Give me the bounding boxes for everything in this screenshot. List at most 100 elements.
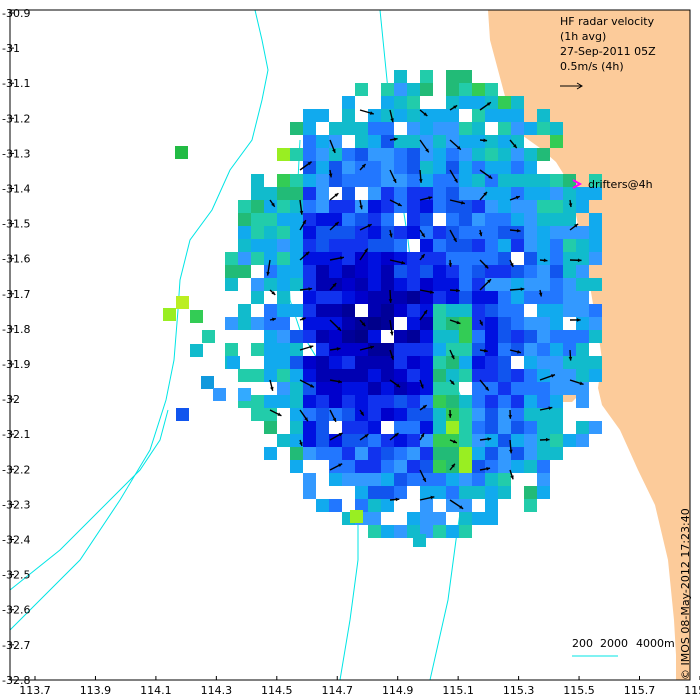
velocity-arrow: [479, 101, 492, 111]
y-tick-label: -31.6: [2, 253, 30, 266]
radar-cell: [277, 330, 290, 343]
radar-cell: [368, 226, 381, 239]
radar-cell: [355, 395, 368, 408]
radar-cell: [381, 96, 394, 109]
velocity-arrow: [448, 409, 452, 418]
radar-cell: [472, 187, 485, 200]
radar-cell: [576, 291, 589, 304]
velocity-arrow: [329, 221, 340, 231]
radar-cell: [459, 447, 472, 460]
radar-cell: [485, 96, 498, 109]
velocity-arrow: [329, 282, 337, 291]
velocity-arrow: [359, 163, 367, 171]
velocity-arrow: [449, 499, 464, 510]
radar-cell: [355, 421, 368, 434]
radar-cell: [227, 356, 240, 369]
radar-cell: [459, 70, 472, 83]
radar-cell: [433, 265, 446, 278]
radar-cell: [511, 317, 524, 330]
radar-cell: [381, 239, 394, 252]
radar-cell: [303, 161, 316, 174]
velocity-arrow: [419, 196, 433, 201]
radar-cell: [472, 473, 485, 486]
radar-cell: [498, 395, 511, 408]
radar-cell: [394, 278, 407, 291]
velocity-arrow: [539, 374, 556, 381]
radar-cell: [407, 447, 420, 460]
radar-cell: [225, 265, 238, 278]
radar-cell: [576, 356, 589, 369]
velocity-arrow: [479, 379, 490, 392]
radar-cell: [303, 369, 316, 382]
radar-cell: [316, 200, 329, 213]
radar-cell: [446, 356, 459, 369]
radar-cell: [537, 330, 550, 343]
velocity-arrow: [299, 219, 307, 231]
x-tick-label: 114.5: [261, 684, 293, 697]
radar-cell: [394, 421, 407, 434]
radar-cell: [446, 239, 459, 252]
velocity-arrow: [449, 229, 458, 243]
radar-cell: [190, 344, 203, 357]
x-axis-ticks: 113.7 113.9 114.1 114.3 114.5 114.7 114.9 115.1…: [19, 676, 700, 697]
radar-cell: [511, 96, 524, 109]
velocity-arrow: [539, 258, 548, 263]
velocity-arrow: [388, 289, 393, 303]
radar-cell: [251, 174, 264, 187]
radar-cell: [394, 434, 407, 447]
radar-cell: [576, 187, 589, 200]
radar-cell: [472, 265, 485, 278]
radar-cell: [316, 265, 329, 278]
velocity-arrow: [478, 229, 483, 237]
velocity-arrow: [389, 379, 401, 388]
velocity-arrow: [359, 223, 372, 231]
radar-cell: [303, 473, 316, 486]
radar-cell: [277, 304, 290, 317]
radar-cell: [537, 187, 550, 200]
radar-cell: [511, 109, 524, 122]
radar-cell: [524, 291, 537, 304]
radar-cell: [316, 252, 329, 265]
velocity-arrow-icon: [560, 82, 583, 90]
x-tick-label: 114.3: [201, 684, 233, 697]
radar-cell: [303, 330, 316, 343]
radar-cell: [485, 343, 498, 356]
velocity-arrow: [449, 139, 462, 151]
radar-cell: [537, 109, 550, 122]
radar-cell: [511, 265, 524, 278]
radar-cell: [394, 109, 407, 122]
radar-cell: [589, 356, 602, 369]
radar-cell: [563, 330, 576, 343]
velocity-arrow: [419, 469, 427, 483]
velocity-arrow: [569, 379, 584, 386]
radar-cell: [316, 109, 329, 122]
radar-cell: [498, 187, 511, 200]
radar-cell: [342, 213, 355, 226]
depth-legend: 200 2000 4000m: [572, 637, 675, 657]
radar-cell: [524, 499, 537, 512]
radar-cell: [381, 291, 394, 304]
radar-cell: [277, 291, 290, 304]
radar-cell: [238, 226, 251, 239]
radar-cell: [277, 317, 290, 330]
radar-cell: [472, 148, 485, 161]
x-tick-label: 113.9: [80, 684, 112, 697]
radar-cell: [368, 278, 381, 291]
radar-cell: [394, 460, 407, 473]
radar-cell: [446, 83, 459, 96]
radar-cell: [446, 148, 459, 161]
radar-cell: [498, 421, 511, 434]
radar-cell: [472, 174, 485, 187]
radar-cell: [238, 239, 251, 252]
radar-cell: [238, 200, 251, 213]
radar-cell: [459, 499, 472, 512]
radar-cell: [524, 200, 537, 213]
radar-cell: [407, 226, 420, 239]
radar-cell: [368, 330, 381, 343]
radar-cell: [407, 304, 420, 317]
y-tick-label: -32.4: [2, 534, 30, 547]
velocity-arrow: [539, 437, 550, 442]
radar-cell: [472, 408, 485, 421]
velocity-arrow: [509, 287, 525, 292]
radar-cell: [303, 200, 316, 213]
